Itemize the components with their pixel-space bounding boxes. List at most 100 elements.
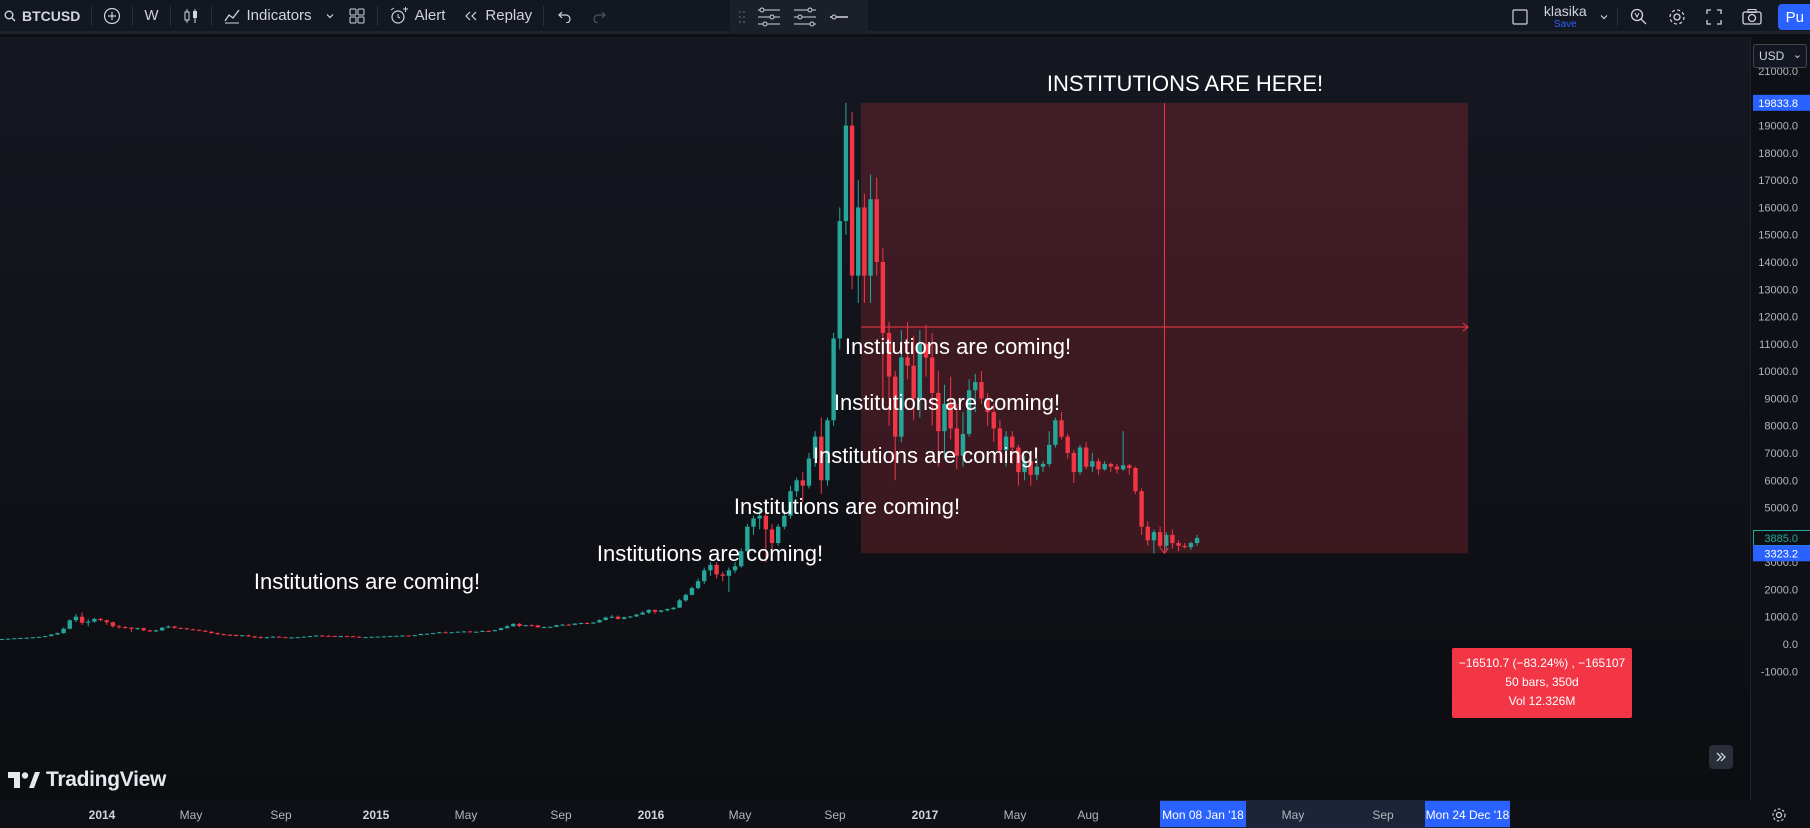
candle-body <box>683 594 688 601</box>
candle <box>209 631 214 634</box>
fullscreen-button[interactable] <box>1696 0 1732 34</box>
candle-body <box>942 403 947 432</box>
time-tick-label: Sep <box>550 808 572 822</box>
grid-icon <box>349 8 365 23</box>
time-axis[interactable]: 2014 May Sep 2015 May Sep 2016 May Sep 2017 May Aug… <box>0 800 1750 828</box>
candle-body <box>1016 447 1021 473</box>
candle <box>159 627 165 631</box>
candle-body <box>751 518 756 527</box>
candle <box>123 625 128 629</box>
candle-body <box>1053 420 1058 445</box>
candle <box>215 632 220 635</box>
drag-handle-icon[interactable] <box>738 9 746 25</box>
quick-search-button[interactable] <box>1620 0 1658 34</box>
snapshot-button[interactable] <box>1732 0 1772 34</box>
candle <box>504 624 510 629</box>
candle <box>400 635 405 637</box>
indicators-button[interactable]: Indicators <box>214 0 321 33</box>
compare-symbol-button[interactable] <box>94 0 130 33</box>
candle-body <box>455 631 461 633</box>
indicators-menu-button[interactable] <box>321 0 339 33</box>
candle-body <box>474 631 479 633</box>
candle <box>277 636 282 638</box>
candle <box>720 571 725 582</box>
candle <box>1059 412 1064 440</box>
indicators-label: Indicators <box>246 7 312 24</box>
time-tick-label: 2017 <box>912 808 939 822</box>
redo-button[interactable] <box>582 0 618 33</box>
candle-body <box>1120 465 1126 470</box>
publish-button[interactable]: Pu <box>1777 4 1810 30</box>
candle <box>246 634 251 637</box>
candle <box>387 635 393 638</box>
candle-body <box>548 626 553 628</box>
candle <box>1077 444 1083 475</box>
candle-body <box>1157 532 1163 546</box>
candle-body <box>258 636 263 638</box>
candle-body <box>166 626 171 628</box>
candle <box>486 630 491 632</box>
currency-select[interactable]: USD ⌄ <box>1753 44 1807 68</box>
candle-body <box>665 609 670 611</box>
date-price-range-icon[interactable] <box>756 6 782 28</box>
tradingview-logo[interactable]: TradingView <box>8 768 166 792</box>
candle-body <box>541 627 547 629</box>
candle-body <box>498 628 504 631</box>
chart-type-button[interactable] <box>173 0 209 33</box>
candle-body <box>264 637 270 639</box>
price-tick-label: 10000.0 <box>1758 366 1798 378</box>
candle <box>769 523 775 557</box>
candle <box>942 384 947 459</box>
candle-body <box>948 403 953 429</box>
candle-body <box>1164 534 1169 546</box>
candle <box>431 632 436 635</box>
layout-save-label: Save <box>1553 19 1577 30</box>
candle <box>523 624 528 627</box>
candle <box>554 624 559 628</box>
layout-name-button[interactable]: klasika Save <box>1538 4 1593 30</box>
time-badge-end-label: Mon 24 Dec '18 <box>1426 808 1510 822</box>
measure-arrow-head <box>1462 322 1469 332</box>
candle-body <box>621 617 627 619</box>
price-tick-label: 13000.0 <box>1758 284 1798 296</box>
measure-tooltip: −16510.7 (−83.24%) , −165107 50 bars, 35… <box>1452 648 1632 718</box>
line-style-icon[interactable] <box>828 6 850 28</box>
camera-icon <box>1741 9 1762 25</box>
candle <box>474 631 479 633</box>
price-badge-low-label: 3323.2 <box>1764 548 1798 560</box>
candle-body <box>874 199 879 262</box>
replay-button[interactable]: Replay <box>454 0 541 33</box>
alert-button[interactable]: Alert <box>380 0 455 33</box>
axis-settings-button[interactable] <box>1770 806 1788 828</box>
candle-body <box>597 619 602 623</box>
divider <box>1616 7 1618 27</box>
settings-button[interactable] <box>1658 0 1696 34</box>
candle <box>658 609 664 613</box>
candle-body <box>252 636 257 638</box>
candle <box>948 376 953 440</box>
candle <box>326 635 331 637</box>
candle <box>517 622 522 628</box>
candle <box>511 623 516 627</box>
candle-body <box>585 622 590 624</box>
candle-body <box>24 637 29 639</box>
symbol-search-button[interactable]: BTCUSD <box>0 0 89 33</box>
settings-lines-icon[interactable] <box>792 6 818 28</box>
candle <box>283 636 288 639</box>
price-chart[interactable]: Institutions are coming! Institutions are… <box>0 37 1750 800</box>
candle-body <box>1194 537 1200 544</box>
candle <box>1170 529 1175 549</box>
scroll-to-realtime-button[interactable] <box>1709 745 1733 769</box>
layout-select-button[interactable] <box>1502 0 1538 34</box>
price-axis-scale: 21000.0 19000.0 18000.0 17000.0 16000.0 15000… <box>1753 66 1810 678</box>
candle-body <box>929 357 935 393</box>
interval-button[interactable]: W <box>135 0 167 33</box>
price-axis[interactable]: 21000.0 19000.0 18000.0 17000.0 16000.0 15000… <box>1750 37 1810 800</box>
candle-body <box>517 623 522 626</box>
undo-button[interactable] <box>546 0 582 33</box>
candle <box>905 322 910 380</box>
layout-menu-button[interactable] <box>1593 0 1615 34</box>
templates-button[interactable] <box>339 0 375 33</box>
price-tick-label: 12000.0 <box>1758 312 1798 324</box>
candle-body <box>720 574 725 576</box>
